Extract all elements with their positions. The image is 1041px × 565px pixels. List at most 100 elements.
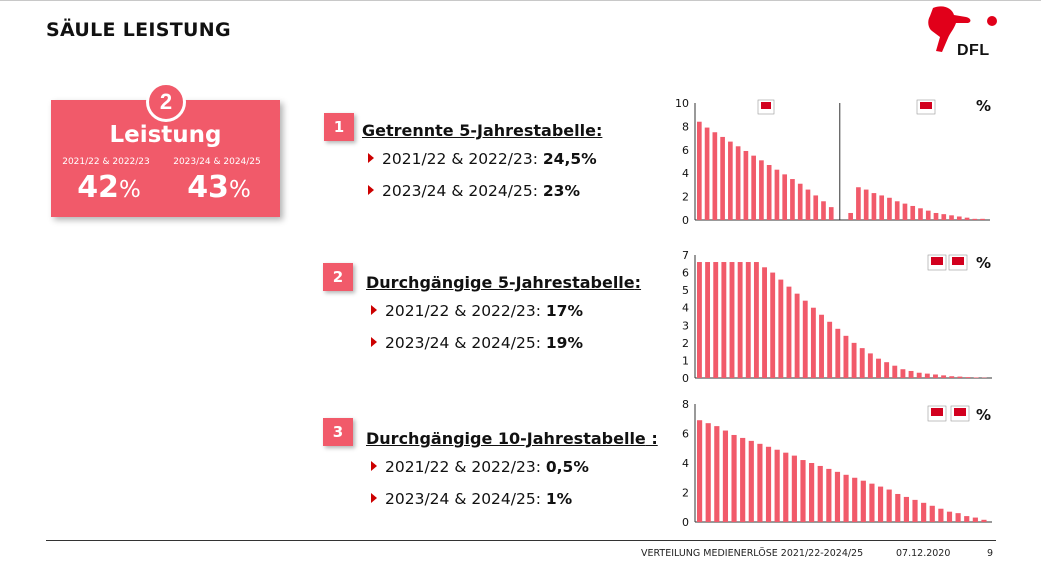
item-number-badge: 2: [323, 263, 353, 291]
bar: [964, 516, 970, 522]
bullet-item: 2021/22 & 2022/23: 24,5%: [368, 150, 597, 168]
bar: [826, 468, 832, 522]
bar: [972, 517, 978, 522]
bar: [921, 502, 927, 522]
league-logo-mark: [920, 102, 932, 109]
league-logo-mark: [931, 408, 943, 416]
bar: [828, 207, 834, 220]
bar: [729, 262, 735, 378]
bar: [766, 165, 772, 220]
item-heading: Getrennte 5-Jahrestabelle:: [362, 121, 603, 140]
bar: [848, 212, 853, 220]
bar: [933, 212, 939, 220]
pillar-value-1: 42%: [77, 170, 141, 205]
bar: [827, 321, 833, 378]
y-tick-label: 6: [682, 144, 689, 157]
bar: [819, 314, 824, 378]
bar: [887, 197, 892, 220]
bar: [912, 499, 918, 522]
bar: [851, 342, 857, 378]
bar: [713, 262, 719, 378]
bar: [743, 150, 749, 220]
bar: [800, 460, 806, 522]
bar: [697, 262, 702, 378]
bar: [946, 511, 953, 522]
league-logo-mark: [761, 102, 771, 109]
bullet-arrow-icon: [368, 153, 374, 163]
y-tick-label: 6: [682, 267, 689, 280]
bar: [933, 374, 938, 378]
bar: [949, 376, 955, 378]
bar: [869, 483, 875, 522]
bar: [786, 286, 792, 378]
bar: [757, 443, 763, 522]
bar: [762, 267, 767, 378]
bullet-arrow-icon: [371, 493, 377, 503]
bar: [980, 218, 985, 220]
unit-label: %: [976, 254, 991, 272]
pillar-period-2: 2023/24 & 2024/25: [173, 157, 261, 167]
item-heading: Durchgängige 5-Jahrestabelle:: [366, 273, 642, 292]
bar: [791, 455, 797, 522]
y-tick-label: 6: [682, 428, 689, 441]
bar: [908, 370, 914, 378]
league-logo-mark: [954, 408, 966, 416]
bar: [903, 496, 909, 522]
y-tick-label: 7: [682, 249, 689, 262]
bar: [949, 215, 954, 220]
bullet-item: 2023/24 & 2024/25: 1%: [371, 490, 572, 508]
bar: [782, 174, 788, 220]
y-tick-label: 0: [682, 372, 689, 385]
bar: [834, 471, 841, 522]
y-tick-label: 4: [682, 457, 689, 470]
bar: [821, 201, 826, 220]
item-heading: Durchgängige 10-Jahrestabelle :: [366, 429, 658, 448]
bullet-item: 2021/22 & 2022/23: 0,5%: [371, 458, 589, 476]
bar: [704, 127, 710, 220]
y-tick-label: 4: [682, 167, 689, 180]
bar: [745, 262, 751, 378]
unit-label: %: [976, 97, 991, 115]
bar: [731, 434, 737, 522]
bar: [697, 121, 702, 220]
bar: [900, 369, 906, 378]
bar: [879, 195, 885, 220]
bar: [871, 193, 877, 220]
bar: [737, 262, 743, 378]
bar: [916, 372, 922, 378]
chart-3: 0 2 4 6 8%: [662, 396, 1002, 531]
bar: [843, 474, 849, 522]
bar: [856, 187, 861, 220]
y-tick-label: 10: [675, 97, 689, 110]
unit-label: %: [976, 406, 991, 424]
bar: [783, 452, 789, 522]
bar: [794, 293, 800, 378]
bar: [810, 307, 816, 378]
y-tick-label: 2: [682, 487, 689, 500]
bar: [884, 362, 890, 378]
pillar-number-badge: 2: [146, 82, 186, 122]
pillar-value-2: 43%: [187, 170, 251, 205]
bar: [929, 505, 935, 522]
bullet-item: 2023/24 & 2024/25: 19%: [371, 334, 583, 352]
bar: [955, 513, 961, 522]
y-tick-label: 3: [682, 319, 689, 332]
bar: [981, 519, 987, 522]
bar: [774, 449, 780, 522]
chart-1: 0 2 4 6 8 10%: [662, 94, 1002, 229]
league-logo-mark: [952, 257, 964, 265]
chart-2: 0 1 2 3 4 5 6 7%: [662, 247, 1002, 387]
page-title: SÄULE LEISTUNG: [46, 19, 231, 41]
bar: [925, 210, 931, 220]
bar: [895, 493, 901, 522]
bar: [748, 440, 754, 522]
bar: [722, 430, 729, 522]
bar: [965, 377, 971, 378]
bar: [751, 155, 756, 220]
bar: [941, 214, 947, 220]
item-number-badge: 3: [323, 418, 353, 446]
bar: [802, 300, 808, 378]
footer-page: 9: [987, 548, 994, 559]
y-tick-label: 2: [682, 191, 689, 204]
y-tick-label: 8: [682, 398, 689, 411]
